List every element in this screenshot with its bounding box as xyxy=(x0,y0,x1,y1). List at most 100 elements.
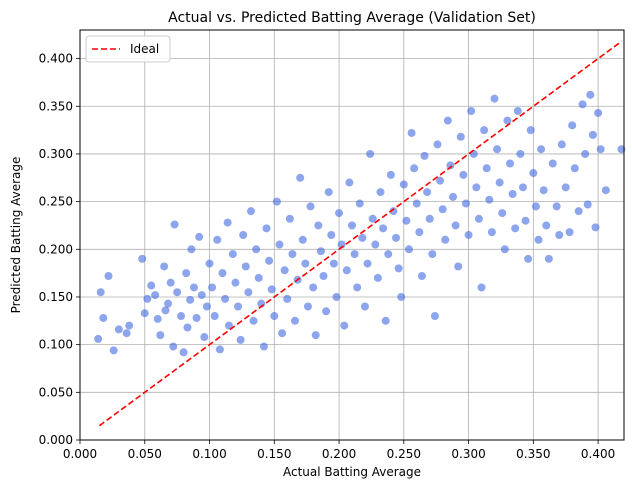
scatter-point xyxy=(231,278,240,287)
scatter-point xyxy=(459,170,468,179)
scatter-point xyxy=(464,231,473,239)
scatter-point xyxy=(412,199,421,208)
scatter-point xyxy=(353,283,362,292)
scatter-point xyxy=(309,283,318,292)
x-axis-ticks: 0.000 0.050 0.100 0.150 0.200 0.250 0.300 0.350… xyxy=(63,440,615,461)
scatter-point xyxy=(151,291,160,300)
scatter-point xyxy=(329,259,338,268)
scatter-point xyxy=(348,221,356,230)
y-tick-label: 0.350 xyxy=(39,99,73,113)
scatter-point xyxy=(179,348,188,357)
scatter-point xyxy=(539,186,548,195)
scatter-point xyxy=(114,325,123,334)
scatter-point xyxy=(594,108,603,117)
scatter-point xyxy=(371,240,380,249)
x-tick-label: 0.250 xyxy=(387,447,421,461)
x-tick-label: 0.050 xyxy=(128,447,162,461)
scatter-point xyxy=(275,240,284,249)
scatter-point xyxy=(200,333,209,342)
y-axis-ticks: 0.000 0.050 0.100 0.150 0.200 0.250 0.300 0.350… xyxy=(39,52,80,447)
scatter-point xyxy=(314,221,323,230)
scatter-point xyxy=(436,176,445,185)
scatter-point xyxy=(449,192,458,201)
scatter-point xyxy=(265,256,274,265)
scatter-point xyxy=(366,149,375,158)
scatter-point xyxy=(591,223,600,232)
scatter-point xyxy=(526,126,535,135)
scatter-point xyxy=(140,309,149,318)
scatter-point xyxy=(529,169,538,178)
scatter-point xyxy=(446,161,455,170)
scatter-point xyxy=(283,294,292,303)
scatter-point xyxy=(122,329,131,338)
scatter-point xyxy=(477,283,486,292)
scatter-point xyxy=(506,159,515,168)
scatter-point xyxy=(355,199,364,208)
scatter-point xyxy=(96,288,105,297)
y-tick-label: 0.300 xyxy=(39,147,73,161)
scatter-point xyxy=(410,164,419,173)
scatter-point xyxy=(166,278,175,287)
scatter-point xyxy=(578,100,587,109)
scatter-point xyxy=(493,145,502,154)
scatter-point xyxy=(241,262,250,271)
y-axis-label: Predicted Batting Average xyxy=(9,157,23,314)
scatter-point xyxy=(521,216,530,225)
scatter-point xyxy=(472,183,481,192)
legend-box xyxy=(85,35,171,63)
x-tick-label: 0.200 xyxy=(322,447,356,461)
scatter-point xyxy=(480,126,489,135)
scatter-point xyxy=(469,149,478,158)
scatter-point xyxy=(109,346,118,355)
scatter-point xyxy=(236,335,245,344)
scatter-point xyxy=(298,235,307,244)
scatter-point xyxy=(301,259,310,268)
scatter-point xyxy=(482,164,491,173)
scatter-point xyxy=(518,183,527,192)
scatter-point xyxy=(420,151,429,160)
scatter-point xyxy=(376,188,385,197)
scatter-point xyxy=(373,273,382,282)
plot-frame xyxy=(79,29,625,441)
scatter-point xyxy=(218,269,227,278)
scatter-point xyxy=(516,149,525,158)
scatter-point xyxy=(485,195,494,204)
x-tick-label: 0.350 xyxy=(516,447,550,461)
scatter-point xyxy=(617,145,626,154)
scatter-point xyxy=(234,302,243,311)
scatter-point xyxy=(407,128,416,137)
scatter-point xyxy=(451,221,460,230)
scatter-point xyxy=(490,94,499,103)
x-tick-label: 0.100 xyxy=(192,447,226,461)
scatter-point xyxy=(443,116,452,125)
scatter-point xyxy=(586,90,595,99)
scatter-point xyxy=(278,329,287,338)
scatter-point xyxy=(161,306,170,315)
scatter-point xyxy=(417,272,426,280)
y-tick-label: 0.150 xyxy=(39,290,73,304)
scatter-point xyxy=(319,272,328,280)
scatter-point xyxy=(461,199,470,208)
scatter-point xyxy=(441,235,450,244)
scatter-point xyxy=(288,250,297,259)
scatter-point xyxy=(99,313,108,322)
scatter-point xyxy=(345,178,354,187)
scatter-point xyxy=(534,235,543,244)
scatter-point xyxy=(296,173,305,182)
scatter-point xyxy=(270,312,279,321)
scatter-point xyxy=(177,312,186,321)
scatter-point xyxy=(239,231,248,239)
scatter-point xyxy=(189,283,198,292)
scatter-point xyxy=(322,307,331,316)
scatter-point xyxy=(415,228,424,237)
scatter-point xyxy=(327,231,336,239)
scatter-point xyxy=(583,200,592,209)
scatter-point xyxy=(169,342,178,351)
scatter-point xyxy=(596,145,605,154)
scatter-point xyxy=(588,130,597,139)
y-tick-label: 0.200 xyxy=(39,242,73,256)
x-tick-label: 0.000 xyxy=(63,447,97,461)
scatter-point xyxy=(246,207,255,216)
scatter-point xyxy=(555,231,564,239)
scatter-point xyxy=(147,281,156,290)
